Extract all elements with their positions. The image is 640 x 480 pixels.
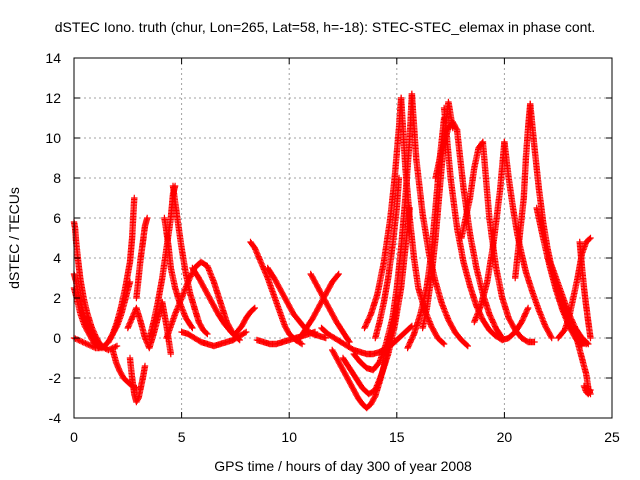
series-7 (133, 214, 151, 302)
data-point-marks (307, 270, 353, 346)
data-point-marks (339, 204, 413, 398)
data-point-marks (479, 138, 538, 346)
y-axis-label: dSTEC / TECUs (6, 187, 22, 289)
y-tick-label: 2 (53, 290, 61, 306)
series-36 (471, 138, 508, 326)
series-15 (232, 304, 258, 338)
x-axis-label: GPS time / hours of day 300 of year 2008 (214, 458, 472, 474)
series-34 (458, 138, 487, 242)
series-43 (570, 324, 594, 398)
data-point-marks (105, 194, 138, 346)
y-tick-label: 14 (45, 50, 61, 66)
series-37 (501, 138, 555, 342)
data-point-marks (247, 238, 306, 348)
data-point-marks (372, 174, 403, 342)
data-point-marks (361, 94, 405, 332)
x-tick-label: 5 (178, 429, 186, 445)
x-tick-label: 25 (604, 429, 620, 445)
data-point-marks (512, 100, 534, 282)
series-27 (372, 174, 403, 342)
x-tick-label: 15 (389, 429, 405, 445)
chart-title: dSTEC Iono. truth (chur, Lon=265, Lat=58… (55, 19, 595, 35)
data-point-marks (133, 214, 151, 302)
data-point-marks (570, 324, 594, 398)
series-35 (479, 138, 538, 346)
data-point-marks (178, 328, 250, 350)
x-tick-label: 0 (70, 429, 78, 445)
data-point-marks (232, 304, 258, 338)
data-point-marks (296, 270, 342, 342)
series-45 (580, 382, 594, 398)
y-tick-label: 4 (53, 250, 61, 266)
data-point-marks (501, 138, 555, 342)
data-point-marks (109, 346, 140, 392)
x-tick-label: 20 (497, 429, 513, 445)
y-tick-label: 10 (45, 130, 61, 146)
series-10 (169, 182, 211, 338)
data-point-marks (576, 238, 594, 342)
series-16 (247, 238, 306, 348)
data-point-marks (397, 94, 448, 348)
data-point-marks (189, 264, 241, 342)
series-14 (189, 264, 241, 342)
series-4 (105, 194, 138, 346)
data-point-marks (169, 182, 211, 338)
series-23 (339, 204, 413, 398)
y-tick-label: 12 (45, 90, 61, 106)
series-6 (126, 354, 149, 406)
series-32 (432, 118, 461, 182)
y-tick-label: -2 (49, 370, 62, 386)
series-5 (109, 346, 140, 392)
data-point-marks (471, 138, 508, 326)
series-38 (512, 100, 534, 282)
axis-ticks: 0 5 10 15 20 25 -4 -2 0 2 4 6 8 10 12 14 (45, 50, 620, 445)
y-tick-label: -4 (49, 410, 62, 426)
data-marks (70, 90, 594, 412)
y-tick-label: 8 (53, 170, 61, 186)
data-point-marks (126, 354, 149, 406)
series-44 (576, 238, 594, 342)
series-13 (178, 328, 250, 350)
series-20 (307, 270, 353, 346)
series-26 (397, 94, 448, 348)
y-tick-label: 0 (53, 330, 61, 346)
plot-frame (73, 57, 613, 419)
series-25 (361, 94, 405, 332)
data-point-marks (458, 138, 487, 242)
x-tick-label: 10 (281, 429, 297, 445)
data-point-marks (580, 382, 594, 398)
series-19 (296, 270, 342, 342)
data-point-marks (432, 118, 461, 182)
y-tick-label: 6 (53, 210, 61, 226)
